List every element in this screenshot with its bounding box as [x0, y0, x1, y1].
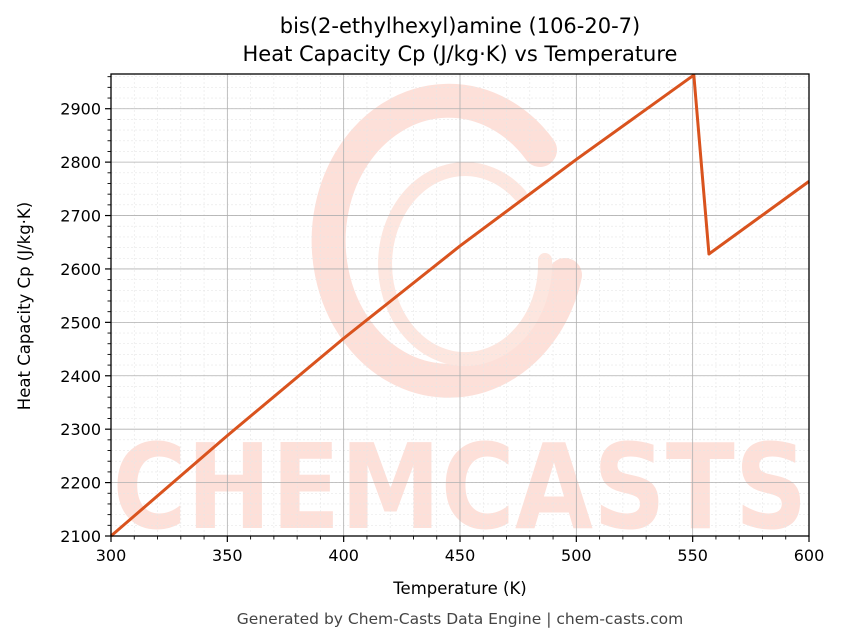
- x-tick-label: 350: [212, 546, 243, 565]
- x-tick-labels: 300 350 400 450 500 550 600: [96, 546, 825, 565]
- y-tick-label: 2600: [60, 260, 101, 279]
- x-tick-label: 400: [328, 546, 359, 565]
- y-tick-label: 2400: [60, 367, 101, 386]
- y-axis-label: Heat Capacity Cp (J/kg·K): [15, 202, 34, 410]
- y-tick-label: 2900: [60, 100, 101, 119]
- chart-title: bis(2-ethylhexyl)amine (106-20-7): [280, 14, 640, 38]
- x-tick-label: 500: [561, 546, 592, 565]
- x-tick-label: 550: [677, 546, 708, 565]
- x-tick-label: 600: [794, 546, 825, 565]
- y-tick-label: 2500: [60, 313, 101, 332]
- x-axis-label: Temperature (K): [392, 579, 526, 598]
- y-tick-label: 2200: [60, 474, 101, 493]
- watermark-swirl-inner: [378, 162, 553, 367]
- x-tick-label: 450: [445, 546, 476, 565]
- y-tick-label: 2800: [60, 153, 101, 172]
- series-layer: [110, 73, 810, 538]
- y-tick-label: 2300: [60, 420, 101, 439]
- y-tick-labels: 2100 2200 2300 2400 2500 2600 2700 2800 2900: [60, 100, 101, 546]
- y-tick-label: 2100: [60, 527, 101, 546]
- y-tick-label: 2700: [60, 207, 101, 226]
- x-tick-label: 300: [96, 546, 127, 565]
- footer-credit: Generated by Chem-Casts Data Engine | ch…: [237, 610, 683, 628]
- axis-ticks: [105, 76, 810, 542]
- chart-subtitle: Heat Capacity Cp (J/kg·K) vs Temperature: [243, 42, 678, 66]
- series-line-0: [110, 73, 810, 538]
